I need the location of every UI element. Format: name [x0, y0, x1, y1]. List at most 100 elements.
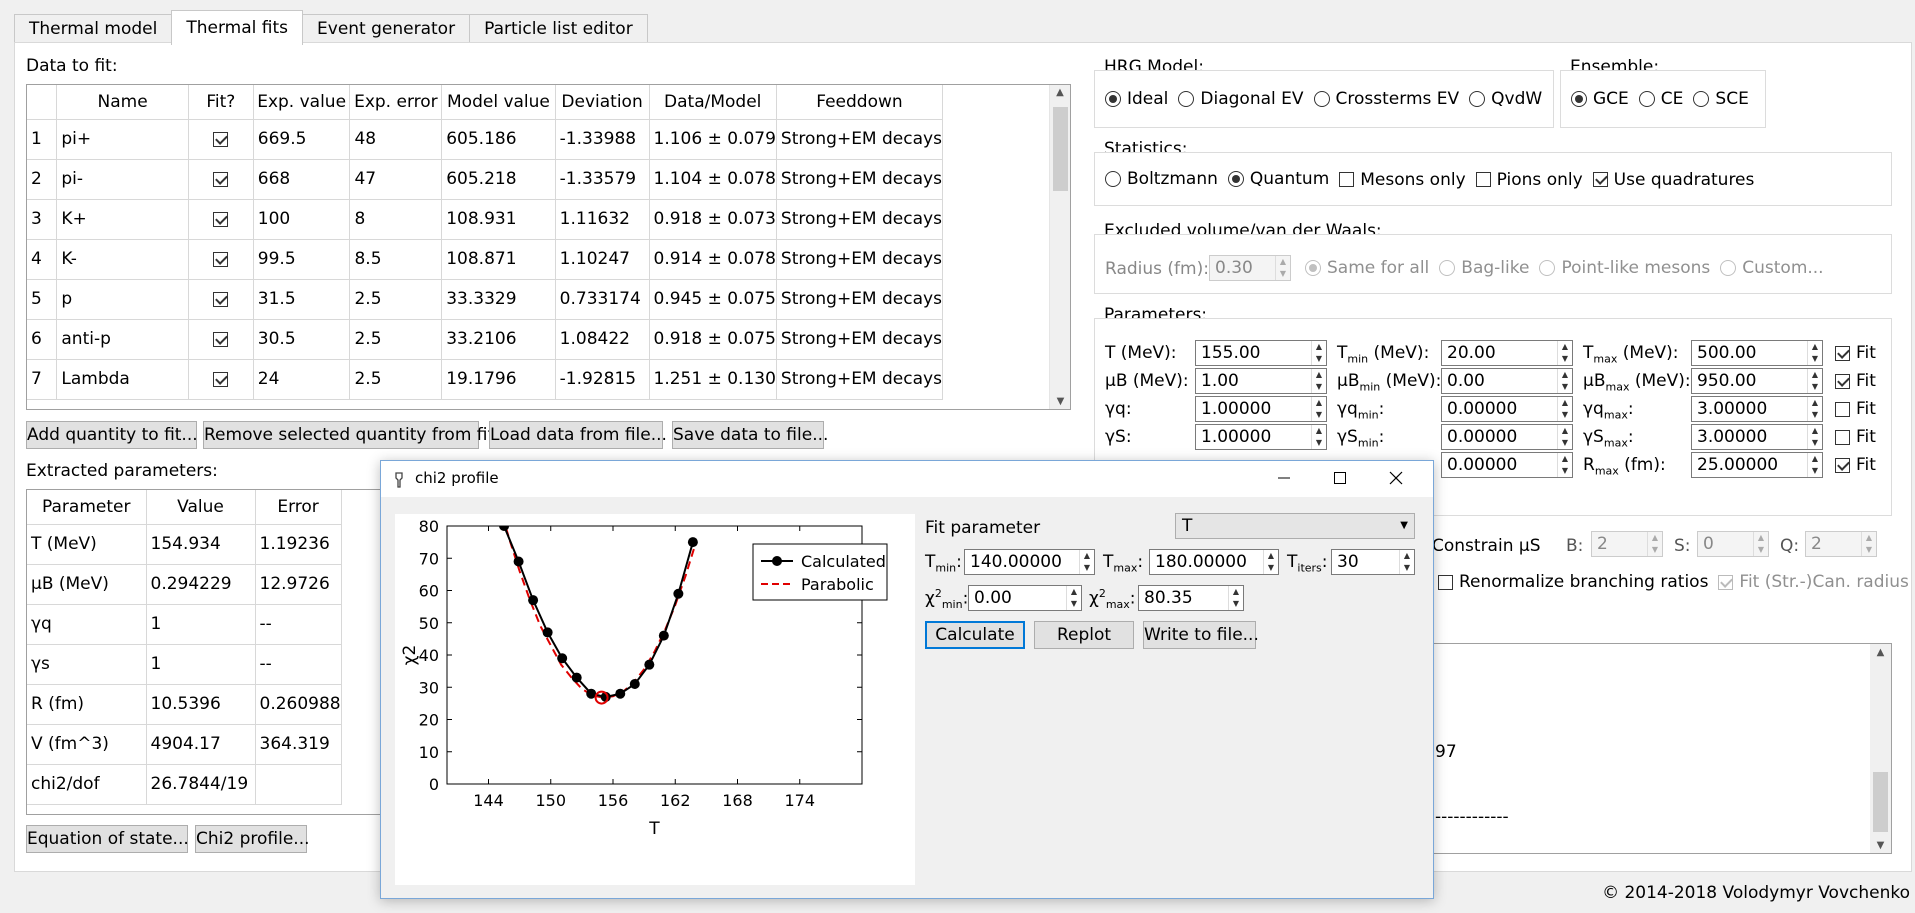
cell-data-model[interactable]: 0.918 ± 0.073 [649, 199, 777, 240]
param-fit-checkbox[interactable]: Fit [1835, 343, 1876, 363]
cell-fit[interactable] [188, 199, 254, 240]
param-min-spinbox[interactable]: 0.00000 ▲ ▼ [1441, 424, 1573, 450]
stat-quantum-option[interactable]: Quantum [1227, 169, 1329, 189]
cell-error[interactable]: 1.19236 [255, 524, 342, 565]
param-fit-checkbox[interactable]: Fit [1835, 399, 1876, 419]
cell-exp-value[interactable]: 668 [253, 159, 351, 200]
add-quantity-button[interactable]: Add quantity to fit... [26, 421, 198, 449]
param-min-spinbox[interactable]: 0.00 ▲ ▼ [1441, 368, 1573, 394]
data-to-fit-table[interactable]: Name Fit? Exp. value Exp. error Model va… [26, 84, 1071, 410]
tab-thermal-model[interactable]: Thermal model [14, 14, 173, 44]
param-max-spinbox[interactable]: 3.00000 ▲ ▼ [1691, 424, 1823, 450]
table-scrollbar[interactable]: ▲ ▼ [1049, 85, 1070, 409]
checkbox-fit[interactable] [1835, 401, 1850, 417]
cell-value[interactable]: 26.7844/19 [146, 764, 256, 805]
spin-arrows-icon[interactable]: ▲ ▼ [1807, 425, 1822, 449]
spin-arrows-icon[interactable]: ▲ ▼ [1311, 369, 1326, 393]
cell-name[interactable]: pi+ [56, 119, 189, 160]
scroll-up-icon[interactable]: ▲ [1056, 87, 1064, 98]
cell-parameter[interactable]: γs [27, 644, 147, 685]
close-button[interactable] [1373, 464, 1419, 492]
ensemble-sce-option[interactable]: SCE [1693, 89, 1749, 109]
checkbox-pions-only[interactable] [1475, 172, 1491, 187]
cell-exp-error[interactable]: 48 [349, 119, 443, 160]
scrollbar-thumb[interactable] [1873, 772, 1888, 832]
col-header-exp-error[interactable]: Exp. error [349, 85, 443, 120]
table-row[interactable]: 2 pi- 668 47 605.218 -1.33579 1.104 ± 0.078 Str… [27, 159, 944, 200]
tab-event-generator[interactable]: Event generator [302, 14, 471, 44]
param-max-spinbox[interactable]: 500.00 ▲ ▼ [1691, 340, 1823, 366]
col-header-name[interactable]: Name [56, 85, 189, 120]
q-spinbox[interactable]: 2 ▲ ▼ [1805, 531, 1877, 557]
col-header-exp-value[interactable]: Exp. value [253, 85, 351, 120]
cell-exp-error[interactable]: 8.5 [349, 239, 443, 280]
spin-arrows-icon[interactable]: ▲ ▼ [1079, 550, 1094, 574]
cell-deviation[interactable]: -1.33988 [555, 119, 650, 160]
param-fit-checkbox[interactable]: Fit [1835, 427, 1876, 447]
spin-arrows-icon[interactable]: ▲ ▼ [1311, 341, 1326, 365]
param-min-spinbox[interactable]: 0.00000 ▲ ▼ [1441, 452, 1573, 478]
replot-button[interactable]: Replot [1034, 621, 1134, 649]
cell-exp-error[interactable]: 47 [349, 159, 443, 200]
cell-fit[interactable] [188, 279, 254, 320]
col-header-parameter[interactable]: Parameter [27, 490, 147, 525]
cell-parameter[interactable]: μB (MeV) [27, 564, 147, 605]
checkbox-mesons-only[interactable] [1339, 172, 1355, 187]
pions-only-checkbox[interactable]: Pions only [1475, 170, 1583, 190]
equation-of-state-button[interactable]: Equation of state... [26, 825, 189, 853]
cell-error[interactable] [255, 764, 342, 805]
cell-data-model[interactable]: 0.945 ± 0.075 [649, 279, 777, 320]
checkbox-fit[interactable] [1835, 457, 1850, 473]
spin-arrows-icon[interactable]: ▲ ▼ [1263, 550, 1278, 574]
spin-arrows-icon[interactable]: ▲ ▼ [1807, 453, 1822, 477]
radio-sce[interactable] [1693, 91, 1710, 107]
tmin-spinbox[interactable]: 140.00000 ▲ ▼ [964, 549, 1095, 575]
cell-feeddown[interactable]: Strong+EM decays [776, 159, 944, 200]
cell-exp-error[interactable]: 2.5 [349, 279, 443, 320]
radio-ideal[interactable] [1105, 91, 1121, 107]
param-max-spinbox[interactable]: 3.00000 ▲ ▼ [1691, 396, 1823, 422]
titers-spinbox[interactable]: 30 ▲ ▼ [1331, 549, 1415, 575]
spin-arrows-icon[interactable]: ▲ ▼ [1807, 369, 1822, 393]
param-value-spinbox[interactable]: 155.00 ▲ ▼ [1195, 340, 1327, 366]
cell-data-model[interactable]: 1.251 ± 0.130 [649, 359, 777, 400]
cell-model-value[interactable]: 605.186 [441, 119, 556, 160]
cell-parameter[interactable]: R (fm) [27, 684, 147, 725]
cell-exp-value[interactable]: 31.5 [253, 279, 351, 320]
cell-model-value[interactable]: 33.3329 [441, 279, 556, 320]
radio-diagonal-ev[interactable] [1178, 91, 1195, 107]
ev-bag-like-option[interactable]: Bag-like [1439, 258, 1529, 278]
extracted-parameters-table[interactable]: Parameter Value Error T (MeV) 154.934 1.19… [26, 489, 386, 815]
cell-exp-error[interactable]: 2.5 [349, 359, 443, 400]
log-scrollbar[interactable]: ▲ ▼ [1870, 644, 1891, 853]
param-max-spinbox[interactable]: 950.00 ▲ ▼ [1691, 368, 1823, 394]
cell-model-value[interactable]: 605.218 [441, 159, 556, 200]
load-data-button[interactable]: Load data from file... [489, 421, 667, 449]
cell-error[interactable]: 364.319 [255, 724, 342, 765]
cell-exp-value[interactable]: 99.5 [253, 239, 351, 280]
param-value-spinbox[interactable]: 1.00 ▲ ▼ [1195, 368, 1327, 394]
cell-feeddown[interactable]: Strong+EM decays [776, 119, 944, 160]
fit-parameter-select[interactable]: T ▼ [1175, 513, 1415, 539]
radio-gce[interactable] [1571, 91, 1587, 107]
radius-spinbox[interactable]: 0.30 ▲ ▼ [1209, 255, 1291, 281]
mesons-only-checkbox[interactable]: Mesons only [1339, 170, 1466, 190]
cell-error[interactable]: 12.9726 [255, 564, 342, 605]
col-header-model-value[interactable]: Model value [441, 85, 556, 120]
cell-feeddown[interactable]: Strong+EM decays [776, 359, 944, 400]
fit-can-radius-checkbox[interactable]: Fit (Str.-)Can. radius [1718, 572, 1909, 592]
fit-checkbox[interactable] [213, 171, 229, 187]
tab-particle-list-editor[interactable]: Particle list editor [469, 14, 648, 44]
spin-arrows-icon[interactable]: ▲ ▼ [1066, 586, 1081, 610]
cell-exp-value[interactable]: 669.5 [253, 119, 351, 160]
save-data-button[interactable]: Save data to file... [672, 421, 828, 449]
write-to-file-button[interactable]: Write to file... [1143, 621, 1259, 649]
tab-thermal-fits[interactable]: Thermal fits [171, 10, 304, 45]
scroll-down-icon[interactable]: ▼ [1876, 840, 1885, 851]
spin-arrows-icon[interactable]: ▲ ▼ [1557, 341, 1572, 365]
table-row[interactable]: R (fm) 10.5396 0.260988 [27, 684, 342, 725]
cell-data-model[interactable]: 1.106 ± 0.079 [649, 119, 777, 160]
spin-arrows-icon[interactable]: ▲ ▼ [1311, 397, 1326, 421]
fit-checkbox[interactable] [213, 131, 229, 147]
checkbox-renormalize[interactable] [1438, 574, 1453, 590]
